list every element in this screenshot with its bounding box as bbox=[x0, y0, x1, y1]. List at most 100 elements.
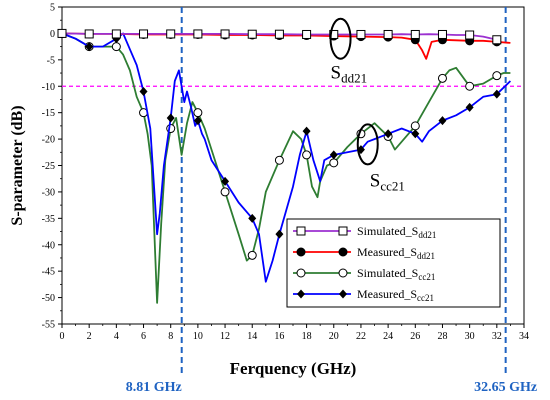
marker-square bbox=[57, 28, 67, 38]
marker-diamond bbox=[139, 87, 148, 97]
x-tick-label: 14 bbox=[247, 331, 257, 342]
legend-label: Simulated_Sdd21 bbox=[357, 224, 436, 240]
y-tick-label: -30 bbox=[42, 187, 55, 198]
y-tick-label: -25 bbox=[42, 161, 55, 172]
marker-diamond bbox=[302, 126, 311, 136]
callout-ellipse bbox=[356, 123, 379, 166]
legend-box bbox=[286, 218, 501, 308]
legend-label: Measured_Scc21 bbox=[357, 287, 434, 303]
marker-open-circle bbox=[111, 42, 121, 52]
y-tick-label: -50 bbox=[42, 293, 55, 304]
x-tick-label: 34 bbox=[519, 331, 529, 342]
x-tick-label: 8 bbox=[168, 331, 173, 342]
x-tick-label: 24 bbox=[383, 331, 393, 342]
x-tick-label: 6 bbox=[141, 331, 146, 342]
marker-open-circle bbox=[338, 268, 348, 278]
marker-diamond bbox=[221, 176, 230, 186]
legend-entry: Measured_Sdd21 bbox=[293, 245, 435, 261]
marker-open-circle bbox=[296, 268, 306, 278]
marker-open-circle bbox=[492, 71, 502, 81]
marker-square bbox=[220, 29, 230, 39]
x-tick-label: 32 bbox=[492, 331, 502, 342]
marker-diamond bbox=[193, 116, 202, 126]
vline-label: 8.81 GHz bbox=[126, 380, 182, 395]
marker-square bbox=[338, 226, 348, 236]
marker-square bbox=[111, 29, 121, 39]
series-Measured_Scc21 bbox=[58, 28, 512, 283]
marker-open-circle bbox=[274, 155, 284, 165]
marker-square bbox=[302, 29, 312, 39]
annotations: Sdd21 Scc21 bbox=[329, 17, 405, 193]
x-tick-label: 0 bbox=[60, 331, 65, 342]
marker-square bbox=[465, 30, 475, 40]
x-tick-label: 2 bbox=[87, 331, 92, 342]
x-tick-label: 30 bbox=[465, 331, 475, 342]
series-layer bbox=[57, 28, 512, 304]
marker-square bbox=[247, 29, 257, 39]
y-tick-label: -45 bbox=[42, 267, 55, 278]
y-tick-label: 0 bbox=[50, 29, 55, 40]
callout-label: Scc21 bbox=[370, 170, 405, 193]
vline-label: 32.65 GHz bbox=[474, 380, 537, 395]
marker-open-circle bbox=[437, 73, 447, 83]
y-tick-label: -10 bbox=[42, 82, 55, 93]
marker-diamond bbox=[297, 289, 305, 299]
x-tick-label: 26 bbox=[410, 331, 420, 342]
marker-open-circle bbox=[465, 81, 475, 91]
x-tick-label: 16 bbox=[274, 331, 284, 342]
marker-open-circle bbox=[193, 108, 203, 118]
marker-square bbox=[274, 29, 284, 39]
marker-circle bbox=[296, 247, 306, 257]
marker-square bbox=[296, 226, 306, 236]
marker-square bbox=[166, 29, 176, 39]
y-tick-label: -20 bbox=[42, 135, 55, 146]
marker-square bbox=[356, 29, 366, 39]
marker-square bbox=[492, 35, 502, 45]
y-axis-title: S-parameter (dB) bbox=[9, 105, 26, 225]
legend-entry: Measured_Scc21 bbox=[293, 287, 434, 303]
y-tick-label: -15 bbox=[42, 108, 55, 119]
marker-diamond bbox=[492, 89, 501, 99]
x-tick-label: 12 bbox=[220, 331, 230, 342]
y-tick-label: 5 bbox=[50, 3, 55, 14]
legend: Simulated_Sdd21 Measured_Sdd21 Simulated_S… bbox=[286, 218, 501, 308]
reference-lines: 8.81 GHz 32.65 GHz bbox=[62, 7, 537, 395]
legend-entry: Simulated_Sdd21 bbox=[293, 224, 436, 240]
legend-label: Simulated_Scc21 bbox=[357, 266, 435, 282]
callout-label: Sdd21 bbox=[331, 63, 368, 86]
marker-square bbox=[139, 29, 149, 39]
series-Simulated_Sdd21 bbox=[57, 28, 502, 45]
marker-diamond bbox=[465, 102, 474, 112]
marker-diamond bbox=[438, 116, 447, 126]
y-tick-label: -55 bbox=[42, 320, 55, 331]
marker-diamond bbox=[248, 213, 257, 223]
axis-layer: 0 2 4 6 8 10 12 14 16 18 20 22 24 26 28 30 32 3450-5-10-1… bbox=[42, 3, 529, 343]
y-tick-label: -40 bbox=[42, 240, 55, 251]
legend-entry: Simulated_Scc21 bbox=[293, 266, 435, 282]
marker-circle bbox=[338, 247, 348, 257]
x-tick-label: 10 bbox=[193, 331, 203, 342]
marker-open-circle bbox=[220, 187, 230, 197]
marker-open-circle bbox=[247, 250, 257, 260]
x-tick-label: 22 bbox=[356, 331, 366, 342]
marker-open-circle bbox=[329, 158, 339, 168]
marker-square bbox=[410, 29, 420, 39]
marker-open-circle bbox=[302, 150, 312, 160]
marker-square bbox=[84, 29, 94, 39]
y-tick-label: -5 bbox=[47, 55, 55, 66]
x-tick-label: 18 bbox=[302, 331, 312, 342]
x-tick-label: 4 bbox=[114, 331, 119, 342]
y-tick-label: -35 bbox=[42, 214, 55, 225]
marker-diamond bbox=[166, 113, 175, 123]
series-line bbox=[61, 32, 511, 304]
marker-diamond bbox=[275, 229, 284, 239]
marker-diamond bbox=[329, 150, 338, 160]
callout-ellipse bbox=[329, 17, 352, 60]
x-tick-label: 20 bbox=[329, 331, 339, 342]
legend-label: Measured_Sdd21 bbox=[357, 245, 435, 261]
x-axis-title: Ferquency (GHz) bbox=[230, 359, 357, 378]
marker-open-circle bbox=[410, 121, 420, 131]
marker-diamond bbox=[411, 129, 420, 139]
marker-square bbox=[437, 29, 447, 39]
